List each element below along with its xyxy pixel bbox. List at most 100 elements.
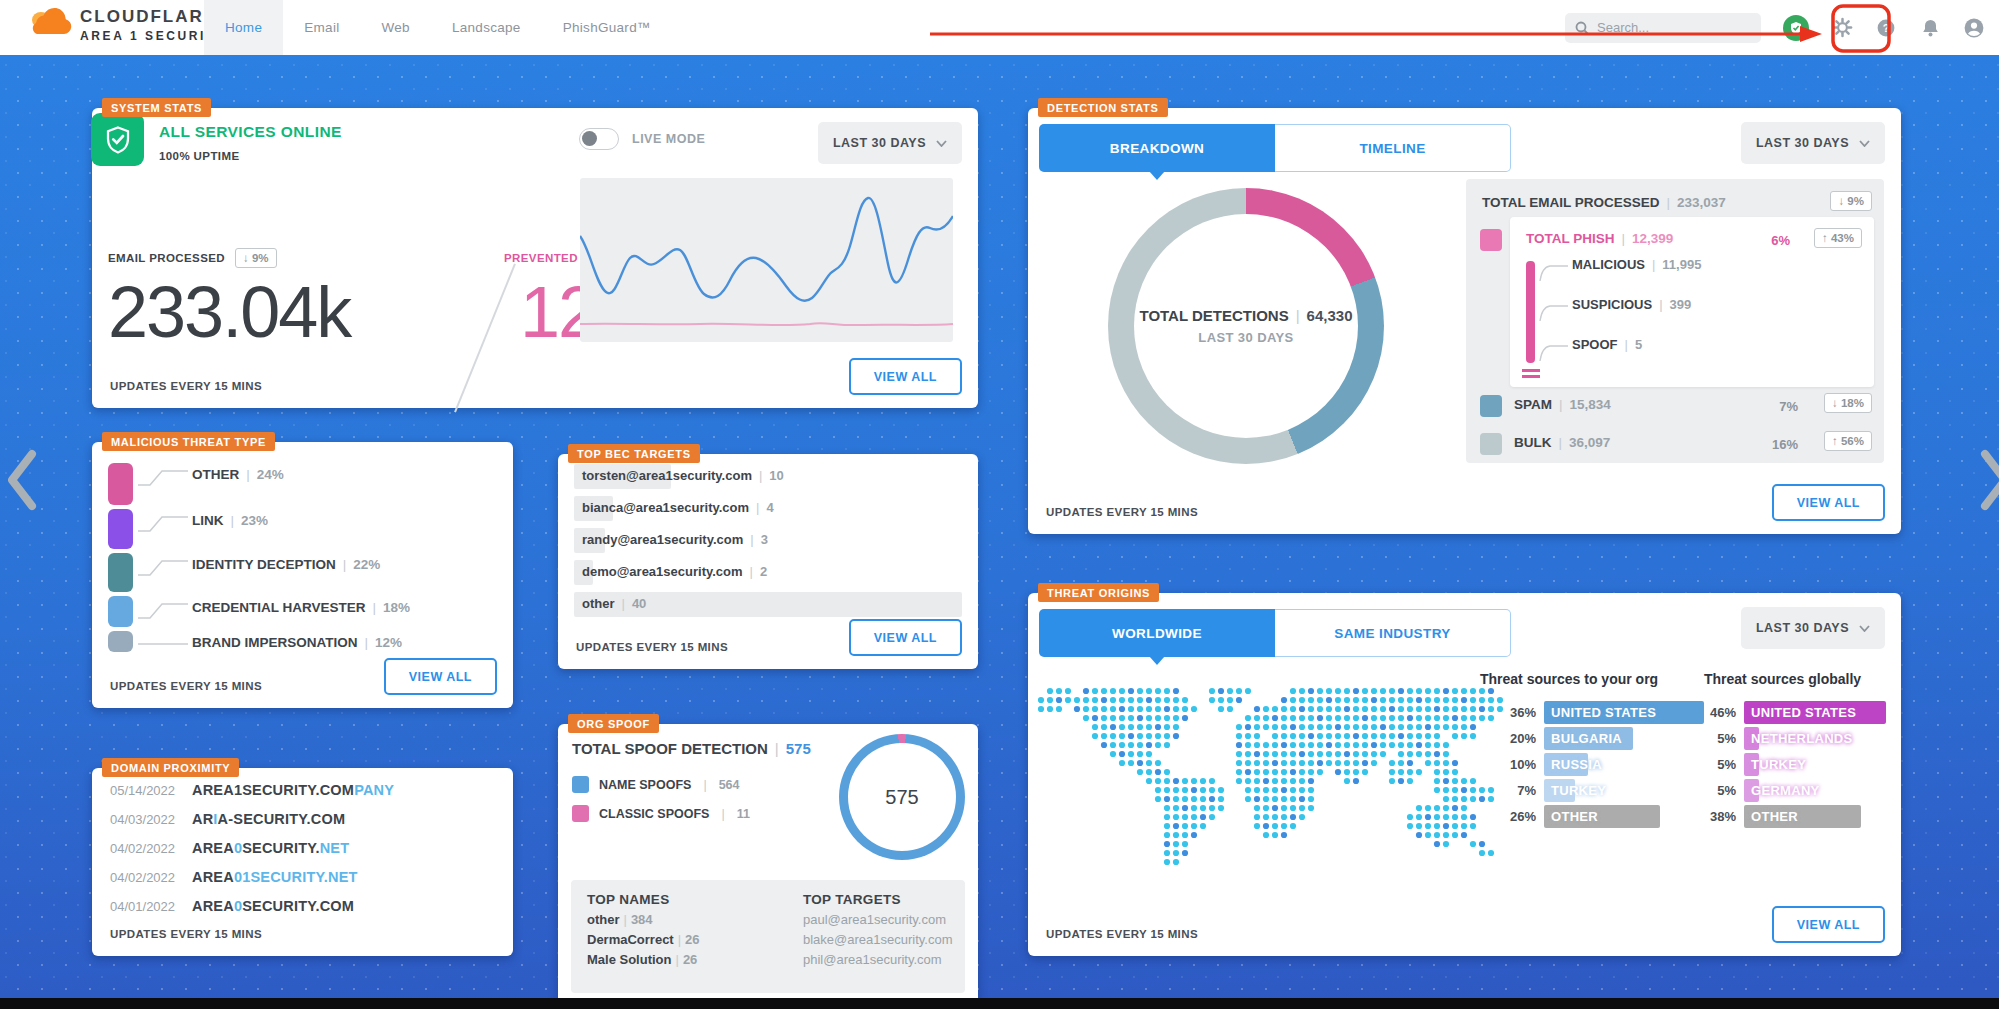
email-processed-label: EMAIL PROCESSED <box>108 252 225 264</box>
threat-range-dropdown[interactable]: LAST 30 DAYS <box>1741 607 1885 649</box>
malicious-view-all-button[interactable]: VIEW ALL <box>384 658 497 695</box>
malicious-threat-tag: MALICIOUS THREAT TYPE <box>102 432 275 451</box>
threat-bar: NETHERLANDS <box>1744 727 1759 750</box>
domain-row: 05/14/2022AREA1SECURITY.COMPANY <box>110 782 394 798</box>
phish-sub-row: MALICIOUS|11,995 <box>1572 257 1701 272</box>
cloudflare-cloud-icon <box>28 7 72 37</box>
leader-line <box>136 594 188 620</box>
tab-timeline[interactable]: TIMELINE <box>1275 124 1511 172</box>
system-updates-note: UPDATES EVERY 15 MINS <box>110 380 262 392</box>
donut-range-label: LAST 30 DAYS <box>1198 330 1293 345</box>
metric-divider <box>454 263 516 412</box>
uptime-label: 100% UPTIME <box>159 150 239 162</box>
live-mode-label: LIVE MODE <box>632 132 705 146</box>
system-stats-card: SYSTEM STATS ALL SERVICES ONLINE 100% UP… <box>92 108 978 408</box>
search-input[interactable] <box>1597 20 1747 35</box>
system-view-all-button[interactable]: VIEW ALL <box>849 358 962 395</box>
threat-view-all-button[interactable]: VIEW ALL <box>1772 906 1885 943</box>
threat-type-block <box>108 553 133 592</box>
threat-bar: RUSSIA <box>1544 753 1588 776</box>
top-target-row: blake@area1security.com <box>803 932 953 947</box>
carousel-right-chevron[interactable] <box>1979 448 1999 512</box>
phish-bar <box>1526 261 1535 363</box>
threat-type-row: CREDENTIAL HARVESTER|18% <box>192 600 410 615</box>
threat-pct: 36% <box>1496 705 1536 720</box>
live-mode-toggle[interactable] <box>579 128 619 150</box>
carousel-left-chevron[interactable] <box>4 448 38 512</box>
detection-stats-tag: DETECTION STATS <box>1038 98 1168 117</box>
chevron-down-icon <box>936 140 947 147</box>
total-email-delta-badge: ↓ 9% <box>1830 191 1872 211</box>
search-icon <box>1575 21 1589 35</box>
leader-line <box>1538 341 1568 363</box>
nav-item-home[interactable]: Home <box>204 0 283 55</box>
spoof-details-panel: TOP NAMES other|384DermaCorrect|26Male S… <box>571 880 965 993</box>
tab-sameindustry[interactable]: SAME INDUSTRY <box>1275 609 1511 657</box>
settings-gear-icon[interactable] <box>1831 17 1853 39</box>
top-name-row: Male Solution|26 <box>587 952 700 967</box>
notifications-bell-icon[interactable] <box>1919 17 1941 39</box>
detection-view-all-button[interactable]: VIEW ALL <box>1772 484 1885 521</box>
threat-bar: TURKEY <box>1544 779 1575 802</box>
domain-row: 04/01/2022AREA0SECURITY.COM <box>110 898 354 914</box>
threat-origins-tag: THREAT ORIGINS <box>1038 583 1159 602</box>
total-phish-row: TOTAL PHISH|12,399 <box>1526 231 1673 246</box>
world-dot-map <box>1036 683 1506 883</box>
threat-bar: OTHER <box>1744 805 1861 828</box>
system-range-dropdown[interactable]: LAST 30 DAYS <box>818 122 962 164</box>
total-email-processed-row: TOTAL EMAIL PROCESSED|233,037 <box>1482 195 1726 210</box>
bec-tag: TOP BEC TARGETS <box>568 444 700 463</box>
threat-pct: 46% <box>1696 705 1736 720</box>
tab-breakdown[interactable]: BREAKDOWN <box>1039 124 1275 172</box>
threat-bar: OTHER <box>1544 805 1660 828</box>
leader-line <box>1538 301 1568 323</box>
malicious-updates-note: UPDATES EVERY 15 MINS <box>110 680 262 692</box>
leader-line <box>136 631 188 657</box>
spoof-donut-center-value: 575 <box>848 743 956 851</box>
nav-item-web[interactable]: Web <box>360 0 430 55</box>
all-services-online-status: ALL SERVICES ONLINE <box>159 123 342 141</box>
org-spoof-tag: ORG SPOOF <box>568 714 659 733</box>
bec-target-row: randy@area1security.com|3 <box>574 528 962 553</box>
spam-legend-square <box>1480 395 1502 417</box>
threat-bar: UNITED STATES <box>1744 701 1886 724</box>
domain-row: 04/02/2022AREA0SECURITY.NET <box>110 840 349 856</box>
bulk-legend-square <box>1480 433 1502 455</box>
tab-worldwide[interactable]: WORLDWIDE <box>1039 609 1275 657</box>
threat-bar: TURKEY <box>1744 753 1759 776</box>
email-processed-delta-badge: ↓ 9% <box>235 248 277 268</box>
detection-stats-card: DETECTION STATS BREAKDOWNTIMELINE LAST 3… <box>1028 108 1901 534</box>
phish-sub-row: SUSPICIOUS|399 <box>1572 297 1691 312</box>
detection-range-dropdown[interactable]: LAST 30 DAYS <box>1741 122 1885 164</box>
threat-pct: 10% <box>1496 757 1536 772</box>
top-bec-targets-card: TOP BEC TARGETS torsten@area1security.co… <box>558 454 978 669</box>
phish-pct: 6% <box>1771 233 1790 248</box>
nav-item-email[interactable]: Email <box>283 0 360 55</box>
bec-target-row: demo@area1security.com|2 <box>574 560 962 585</box>
bec-view-all-button[interactable]: VIEW ALL <box>849 619 962 656</box>
threat-col-title: Threat sources globally <box>1704 671 1861 687</box>
bec-target-row: bianca@area1security.com|4 <box>574 496 962 521</box>
nav-item-phishguard[interactable]: PhishGuard™ <box>542 0 672 55</box>
account-user-icon[interactable] <box>1963 17 1985 39</box>
help-icon[interactable]: ? <box>1875 17 1897 39</box>
bulk-row: BULK|36,097 <box>1514 435 1610 450</box>
threat-type-block <box>108 509 133 549</box>
email-activity-chart <box>580 178 953 342</box>
spoof-legend-row: CLASSIC SPOOFS|11 <box>572 805 750 822</box>
top-name-row: DermaCorrect|26 <box>587 932 700 947</box>
phish-sub-row: SPOOF|5 <box>1572 337 1642 352</box>
nav-item-landscape[interactable]: Landscape <box>431 0 542 55</box>
leader-line <box>136 461 188 487</box>
cloudflare-logo[interactable]: CLOUDFLARE AREA 1 SECURITY <box>28 7 227 43</box>
threat-pct: 26% <box>1496 809 1536 824</box>
protection-status-badge-icon[interactable] <box>1783 15 1809 41</box>
leader-line <box>136 551 188 577</box>
total-phish-box: TOTAL PHISH|12,399 6% ↑ 43% MALICIOUS|11… <box>1510 217 1874 387</box>
threat-type-block <box>108 463 133 505</box>
domain-updates-note: UPDATES EVERY 15 MINS <box>110 928 262 940</box>
bec-updates-note: UPDATES EVERY 15 MINS <box>576 641 728 653</box>
malicious-threat-type-card: MALICIOUS THREAT TYPE OTHER|24%LINK|23%I… <box>92 442 513 708</box>
detection-tabs: BREAKDOWNTIMELINE <box>1039 124 1511 172</box>
search-box[interactable] <box>1565 13 1761 43</box>
